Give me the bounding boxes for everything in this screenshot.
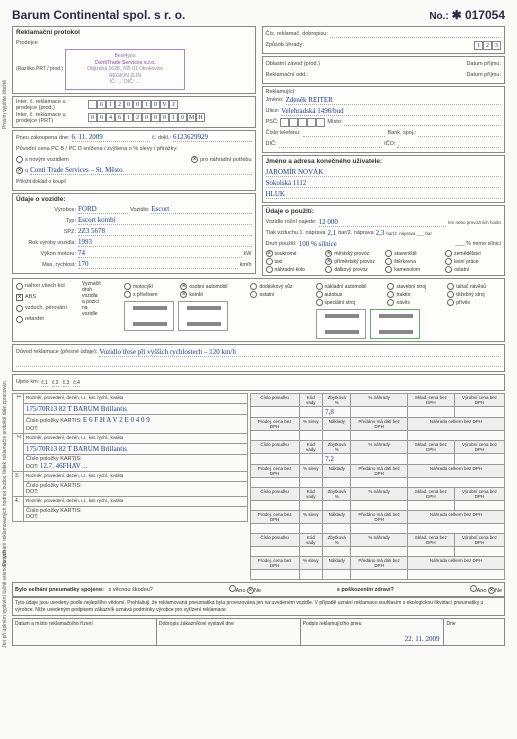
side-text-3: Jen při úplném vyplnění tučně orámovanýc… <box>2 550 8 648</box>
nahradni-radio[interactable] <box>266 266 273 273</box>
tire1-zbyt[interactable]: 7,8 <box>323 407 351 418</box>
nahon-radio[interactable] <box>16 283 23 290</box>
psc-cells[interactable] <box>280 118 325 127</box>
side-text-1: Prosím vyplňte čitelně <box>2 80 8 129</box>
pcb-label: Původní cena PC B / PC D snížena / zvýše… <box>16 146 178 152</box>
vykon-value[interactable]: 74 <box>78 249 242 258</box>
tire1-rozmer[interactable]: 175/70R13 82 T BARUM Brillantis <box>24 404 248 415</box>
dalkovy-radio[interactable] <box>325 266 332 273</box>
retarder-radio[interactable] <box>16 316 23 323</box>
footer-q: Bylo selhání pneumatiky spojeno: <box>15 587 104 593</box>
tire2-rozmer[interactable]: 175/70R13 82 T BARUM Brillantis <box>24 444 248 455</box>
ujeto-label: Ujeto km: <box>16 379 39 385</box>
usage-grid: soukromé městský provoz staveniště zeměd… <box>266 250 502 273</box>
primestsky-radio[interactable] <box>325 258 332 265</box>
ujeto-c4[interactable]: č.4 <box>73 380 80 387</box>
side-text-2: Po selhání reklamovaných hodnot budou řá… <box>2 380 8 566</box>
axle-diagram-2[interactable] <box>178 301 228 331</box>
nahradni-radio[interactable] <box>191 156 198 163</box>
ujeto-c1[interactable]: č.1 <box>41 380 48 387</box>
razitko-label: (Razítko PRT / prod.) <box>16 66 63 72</box>
intc2-label: Inter. č. reklamace u prodejce (PRT) <box>16 112 86 124</box>
sig3-label: Podpis reklamujícího pneu <box>303 621 442 627</box>
vyrobce-value[interactable]: FORD <box>78 205 128 214</box>
vozidlo-title: Údaje o vozidle: <box>16 196 252 203</box>
ujeto-c2[interactable]: č.2 <box>52 380 59 387</box>
u-value[interactable]: Conti Trade Services – St. Město <box>30 166 251 175</box>
rok-value[interactable]: 1993 <box>78 238 252 247</box>
u-radio[interactable] <box>16 167 23 174</box>
soukrome-radio[interactable] <box>266 250 273 257</box>
cis-label: Čís. reklamač. dobropisu: <box>266 31 328 37</box>
sig1-label: Datum a místo reklamačního řízení <box>15 621 154 627</box>
taxi-radio[interactable] <box>266 258 273 265</box>
sig-date[interactable]: 22. 11. 2009 <box>405 635 440 643</box>
intc2-cells[interactable]: 00461200010MH <box>88 113 205 122</box>
pneu-date-label: Pneu zakoupena dne: <box>16 135 70 141</box>
mestsky-radio[interactable] <box>325 250 332 257</box>
vyznacit-label: Vyznačitdruhvozidlaa pozicinavozidle <box>82 281 118 317</box>
ostatni-radio[interactable] <box>445 266 452 273</box>
misto-value[interactable] <box>344 118 501 126</box>
axle-diagram-4[interactable] <box>370 309 420 339</box>
q1-ano[interactable] <box>229 585 236 592</box>
osobni-radio[interactable] <box>180 283 187 290</box>
konecny-addr[interactable]: Sokolská 1112 <box>266 179 502 188</box>
ujeto-c3[interactable]: č.3 <box>63 380 70 387</box>
rychlost-value[interactable]: 170 <box>78 260 238 269</box>
dealer-stamp: Best4you ContiTrade Services s.r.o. Objí… <box>65 49 185 90</box>
disclaimer: Tyto údaje jsou uvedeny podle nejlepšího… <box>12 597 505 616</box>
zpusob-cells[interactable]: 123 <box>474 41 501 50</box>
doc-number: No.: ✱ 017054 <box>429 8 505 22</box>
vzduch-radio[interactable] <box>16 305 23 312</box>
staveniste-radio[interactable] <box>385 250 392 257</box>
sterkovna-radio[interactable] <box>385 258 392 265</box>
prodejce-label: Prodejce <box>16 40 38 46</box>
q2-ano[interactable] <box>470 585 477 592</box>
zemedelstvi-radio[interactable] <box>445 250 452 257</box>
jmeno-value[interactable]: Zdeněk REITER <box>286 96 501 105</box>
tire-table-right: Číslo posudkuKód vadyZbytková %% náhrady… <box>250 393 505 580</box>
axle-diagram-3[interactable] <box>316 309 366 339</box>
spz-value[interactable]: 2Z3 5678 <box>78 227 252 236</box>
q1-ne[interactable] <box>247 587 254 594</box>
ulice-value[interactable]: Velehradská 1496/bud <box>281 107 501 116</box>
pneu-date-value[interactable]: 6. 11. 2009 <box>72 133 151 142</box>
sig2-label: Dobropis zákazníkovi vystavil dne <box>159 621 298 627</box>
tire1-kartis[interactable]: E 6 F H A V 2 E 0 4 0 9 <box>83 416 150 424</box>
cdokl-label: č. dokl.: <box>152 135 171 141</box>
intc1-cells[interactable]: 6120010VJ <box>88 100 178 109</box>
sig4-label: Dne <box>446 621 502 627</box>
tire-table-left: 1.Rozměr, provedení, dezén, LI., kat. ry… <box>12 393 248 522</box>
axle-diagram-1[interactable] <box>124 301 174 331</box>
abs-check[interactable] <box>16 294 23 301</box>
kombi-radio[interactable] <box>180 291 187 298</box>
cdokl-value[interactable]: 6123629929 <box>173 133 252 142</box>
lesni-radio[interactable] <box>445 258 452 265</box>
konecny-name[interactable]: JAROMÍR NOVÁK <box>266 168 502 177</box>
zpusob-label: Způsob úhrady: <box>266 42 304 48</box>
rocni-value[interactable]: 12 000 <box>319 218 447 227</box>
intc1-label: Inter. č. reklamace u prodejce (prod.) <box>16 99 86 111</box>
konecny-title: Jméno a adresa konečného uživatele: <box>266 158 502 165</box>
protocol-title: Reklamační protokol <box>16 29 252 36</box>
konecny-city[interactable]: HLUK <box>266 190 502 199</box>
duvod-value[interactable]: Vozidlo třese při vyšších rychlostech – … <box>99 348 501 357</box>
kamenolom-radio[interactable] <box>385 266 392 273</box>
q2-ne[interactable] <box>488 587 495 594</box>
company-name: Barum Continental spol. s r. o. <box>12 8 185 22</box>
novym-radio[interactable] <box>16 156 23 163</box>
priloz-label: Přiložit doklad o koupi! <box>16 179 66 185</box>
typ-value[interactable]: Escort kombi <box>78 216 252 225</box>
vozidlo-value[interactable]: Escort <box>151 205 251 214</box>
tire2-zbyt[interactable]: 7,2 <box>323 454 351 465</box>
duvod-label: Důvod reklamace (přesné údaje): <box>16 349 97 355</box>
pouziti-title: Údaje o použití: <box>266 208 502 215</box>
